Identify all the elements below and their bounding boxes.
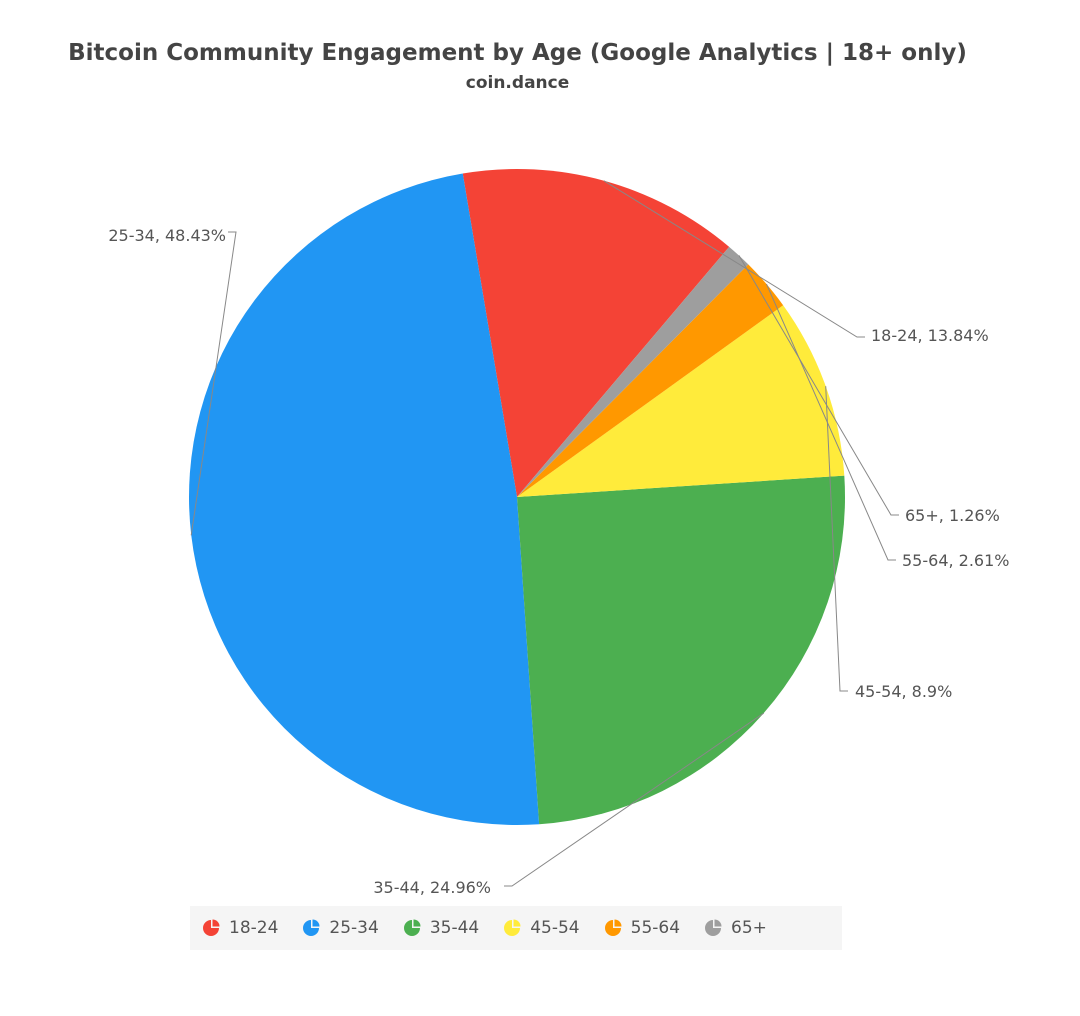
leader-line-35-44 xyxy=(504,712,765,887)
data-label-65plus: 65+, 1.26% xyxy=(905,506,1000,525)
legend-item-65plus[interactable]: 65+ xyxy=(704,918,767,938)
leader-line-65plus xyxy=(738,255,899,516)
leader-line-55-64 xyxy=(766,283,896,561)
legend-label: 35-44 xyxy=(429,918,480,938)
leader-line-18-24 xyxy=(603,180,865,338)
legend-item-45-54[interactable]: 45-54 xyxy=(503,918,580,938)
leader-line-25-34 xyxy=(190,231,237,536)
pie-slice-35-44 xyxy=(517,475,846,825)
data-label-18-24: 18-24, 13.84% xyxy=(871,326,989,345)
pie-chart: 18-24, 13.84% 25-34, 48.43% 35-44, 24.96% 4… xyxy=(108,168,1010,897)
chart-title: Bitcoin Community Engagement by Age (Goo… xyxy=(68,40,967,66)
data-label-45-54: 45-54, 8.9% xyxy=(855,682,952,701)
leader-line-45-54 xyxy=(825,386,848,692)
pie-legend-icon xyxy=(303,919,320,936)
chart-subtitle: coin.dance xyxy=(465,73,570,93)
legend-item-55-64[interactable]: 55-64 xyxy=(604,918,680,938)
legend-item-18-24[interactable]: 18-24 xyxy=(202,918,278,938)
pie-slice-45-54 xyxy=(517,305,845,497)
pie-slice-65plus xyxy=(517,246,749,497)
legend-label: 25-34 xyxy=(329,918,379,938)
pie-legend-icon xyxy=(203,919,220,936)
chart-legend: 18-24 25-34 35-44 45-54 55-64 65+ xyxy=(190,906,842,950)
legend-item-35-44[interactable]: 35-44 xyxy=(403,918,479,938)
pie-legend-icon xyxy=(504,919,521,936)
legend-label: 65+ xyxy=(731,918,767,938)
pie-legend-icon xyxy=(604,919,622,936)
pie-slice-55-64 xyxy=(517,264,784,497)
legend-label: 45-54 xyxy=(530,918,580,938)
pie-slice-18-24 xyxy=(462,168,730,497)
legend-item-25-34[interactable]: 25-34 xyxy=(302,918,379,938)
legend-label: 55-64 xyxy=(630,918,681,938)
pie-slice-25-34 xyxy=(189,173,540,825)
pie-legend-icon xyxy=(403,919,421,936)
pie-legend-icon xyxy=(705,919,722,936)
data-label-55-64: 55-64, 2.61% xyxy=(902,551,1010,570)
data-label-35-44: 35-44, 24.96% xyxy=(373,878,491,897)
data-label-25-34: 25-34, 48.43% xyxy=(108,226,226,245)
legend-label: 18-24 xyxy=(229,918,279,938)
